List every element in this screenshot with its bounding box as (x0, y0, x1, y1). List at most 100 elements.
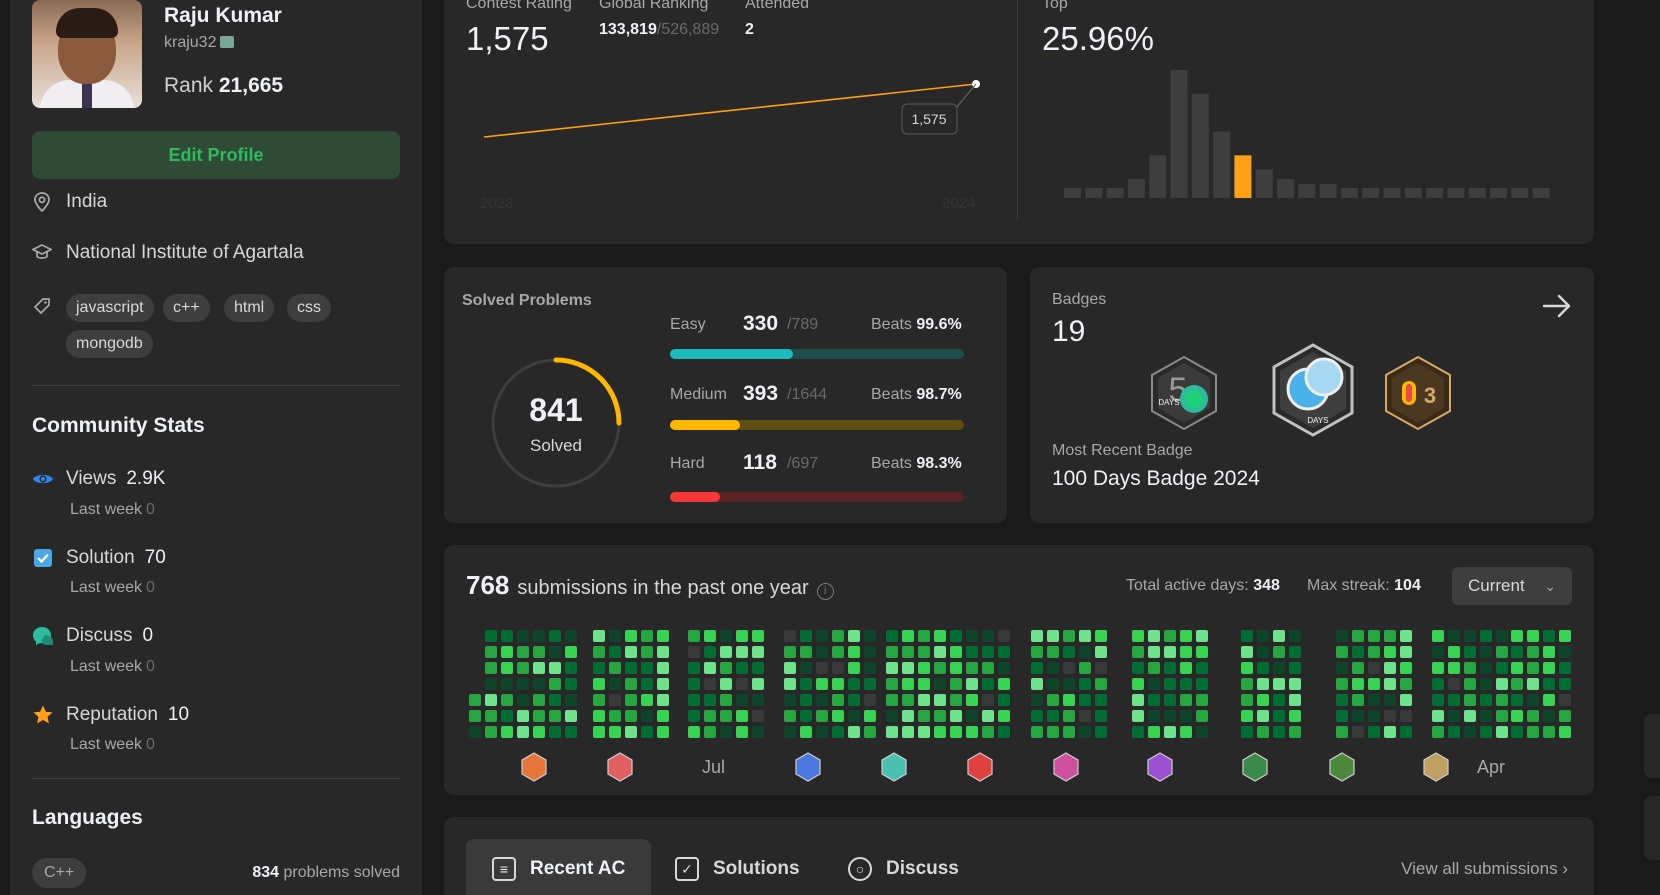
heatmap-cell[interactable] (736, 662, 748, 674)
heatmap-cell[interactable] (1289, 630, 1301, 642)
heatmap-cell[interactable] (800, 694, 812, 706)
heatmap-cell[interactable] (1241, 710, 1253, 722)
heatmap-cell[interactable] (1063, 710, 1075, 722)
heatmap-cell[interactable] (704, 694, 716, 706)
heatmap-cell[interactable] (1527, 726, 1539, 738)
heatmap-cell[interactable] (1400, 678, 1412, 690)
heatmap-cell[interactable] (720, 630, 732, 642)
heatmap-cell[interactable] (1289, 662, 1301, 674)
heatmap-cell[interactable] (816, 662, 828, 674)
heatmap-cell[interactable] (549, 710, 561, 722)
heatmap-cell[interactable] (752, 662, 764, 674)
heatmap-cell[interactable] (1273, 678, 1285, 690)
heatmap-cell[interactable] (982, 694, 994, 706)
heatmap-cell[interactable] (565, 662, 577, 674)
skill-tag[interactable]: javascript (66, 294, 154, 322)
heatmap-cell[interactable] (720, 646, 732, 658)
heatmap-cell[interactable] (1180, 662, 1192, 674)
language-tag[interactable]: C++ (32, 858, 87, 888)
heatmap-cell[interactable] (609, 646, 621, 658)
heatmap-cell[interactable] (1164, 678, 1176, 690)
heatmap-cell[interactable] (1543, 662, 1555, 674)
histogram-bar[interactable] (1234, 155, 1252, 198)
heatmap-cell[interactable] (517, 710, 529, 722)
heatmap-cell[interactable] (485, 662, 497, 674)
heatmap-cell[interactable] (902, 662, 914, 674)
heatmap-cell[interactable] (1241, 662, 1253, 674)
heatmap-cell[interactable] (736, 694, 748, 706)
histogram-bar[interactable] (1319, 183, 1337, 198)
heatmap-cell[interactable] (998, 726, 1010, 738)
heatmap-cell[interactable] (1543, 694, 1555, 706)
heatmap-cell[interactable] (1063, 678, 1075, 690)
heatmap-cell[interactable] (1464, 710, 1476, 722)
heatmap-cell[interactable] (1448, 630, 1460, 642)
heatmap-cell[interactable] (1464, 630, 1476, 642)
heatmap-cell[interactable] (1047, 726, 1059, 738)
heatmap-cell[interactable] (816, 678, 828, 690)
heatmap-cell[interactable] (1031, 678, 1043, 690)
heatmap-cell[interactable] (1527, 678, 1539, 690)
heatmap-cell[interactable] (1148, 694, 1160, 706)
heatmap-cell[interactable] (752, 646, 764, 658)
heatmap-cell[interactable] (1559, 710, 1571, 722)
heatmap-cell[interactable] (501, 678, 513, 690)
heatmap-cell[interactable] (1132, 726, 1144, 738)
heatmap-cell[interactable] (533, 694, 545, 706)
monthly-badge-icon[interactable] (1053, 752, 1079, 782)
heatmap-cell[interactable] (485, 726, 497, 738)
heatmap-cell[interactable] (864, 662, 876, 674)
heatmap-cell[interactable] (1336, 630, 1348, 642)
heatmap-cell[interactable] (918, 630, 930, 642)
heatmap-cell[interactable] (1448, 710, 1460, 722)
heatmap-cell[interactable] (641, 710, 653, 722)
histogram-bar[interactable] (1085, 188, 1103, 198)
heatmap-cell[interactable] (593, 662, 605, 674)
heatmap-cell[interactable] (902, 630, 914, 642)
heatmap-cell[interactable] (998, 694, 1010, 706)
heatmap-cell[interactable] (1336, 694, 1348, 706)
heatmap-cell[interactable] (1047, 646, 1059, 658)
heatmap-cell[interactable] (1352, 678, 1364, 690)
heatmap-cell[interactable] (934, 710, 946, 722)
badge-2023-annual[interactable]: 3 (1382, 355, 1454, 431)
heatmap-cell[interactable] (1132, 710, 1144, 722)
heatmap-cell[interactable] (950, 726, 962, 738)
heatmap-cell[interactable] (1289, 710, 1301, 722)
heatmap-cell[interactable] (517, 726, 529, 738)
heatmap-cell[interactable] (1132, 646, 1144, 658)
heatmap-cell[interactable] (918, 646, 930, 658)
heatmap-cell[interactable] (1464, 662, 1476, 674)
heatmap-cell[interactable] (1511, 678, 1523, 690)
monthly-badge-icon[interactable] (607, 752, 633, 782)
heatmap-cell[interactable] (1031, 646, 1043, 658)
histogram-bar[interactable] (1404, 188, 1422, 198)
histogram-bar[interactable] (1490, 188, 1507, 198)
heatmap-cell[interactable] (816, 630, 828, 642)
heatmap-cell[interactable] (688, 694, 700, 706)
heatmap-cell[interactable] (1384, 678, 1396, 690)
heatmap-cell[interactable] (1352, 662, 1364, 674)
heatmap-cell[interactable] (1095, 678, 1107, 690)
heatmap-cell[interactable] (998, 630, 1010, 642)
histogram-bar[interactable] (1106, 188, 1124, 198)
heatmap-cell[interactable] (565, 710, 577, 722)
histogram-bar[interactable] (1298, 183, 1316, 198)
heatmap-cell[interactable] (1196, 694, 1208, 706)
year-selector-dropdown[interactable]: Current ⌄ (1452, 567, 1572, 605)
heatmap-cell[interactable] (1132, 678, 1144, 690)
heatmap-cell[interactable] (609, 662, 621, 674)
histogram-bar[interactable] (1511, 188, 1529, 198)
heatmap-cell[interactable] (1180, 630, 1192, 642)
heatmap-cell[interactable] (1063, 694, 1075, 706)
heatmap-cell[interactable] (501, 710, 513, 722)
heatmap-cell[interactable] (1079, 694, 1091, 706)
heatmap-cell[interactable] (625, 678, 637, 690)
heatmap-cell[interactable] (1047, 662, 1059, 674)
histogram-bar[interactable] (1191, 93, 1209, 198)
heatmap-cell[interactable] (1164, 726, 1176, 738)
heatmap-cell[interactable] (966, 646, 978, 658)
heatmap-cell[interactable] (1432, 726, 1444, 738)
heatmap-cell[interactable] (832, 694, 844, 706)
heatmap-cell[interactable] (886, 694, 898, 706)
